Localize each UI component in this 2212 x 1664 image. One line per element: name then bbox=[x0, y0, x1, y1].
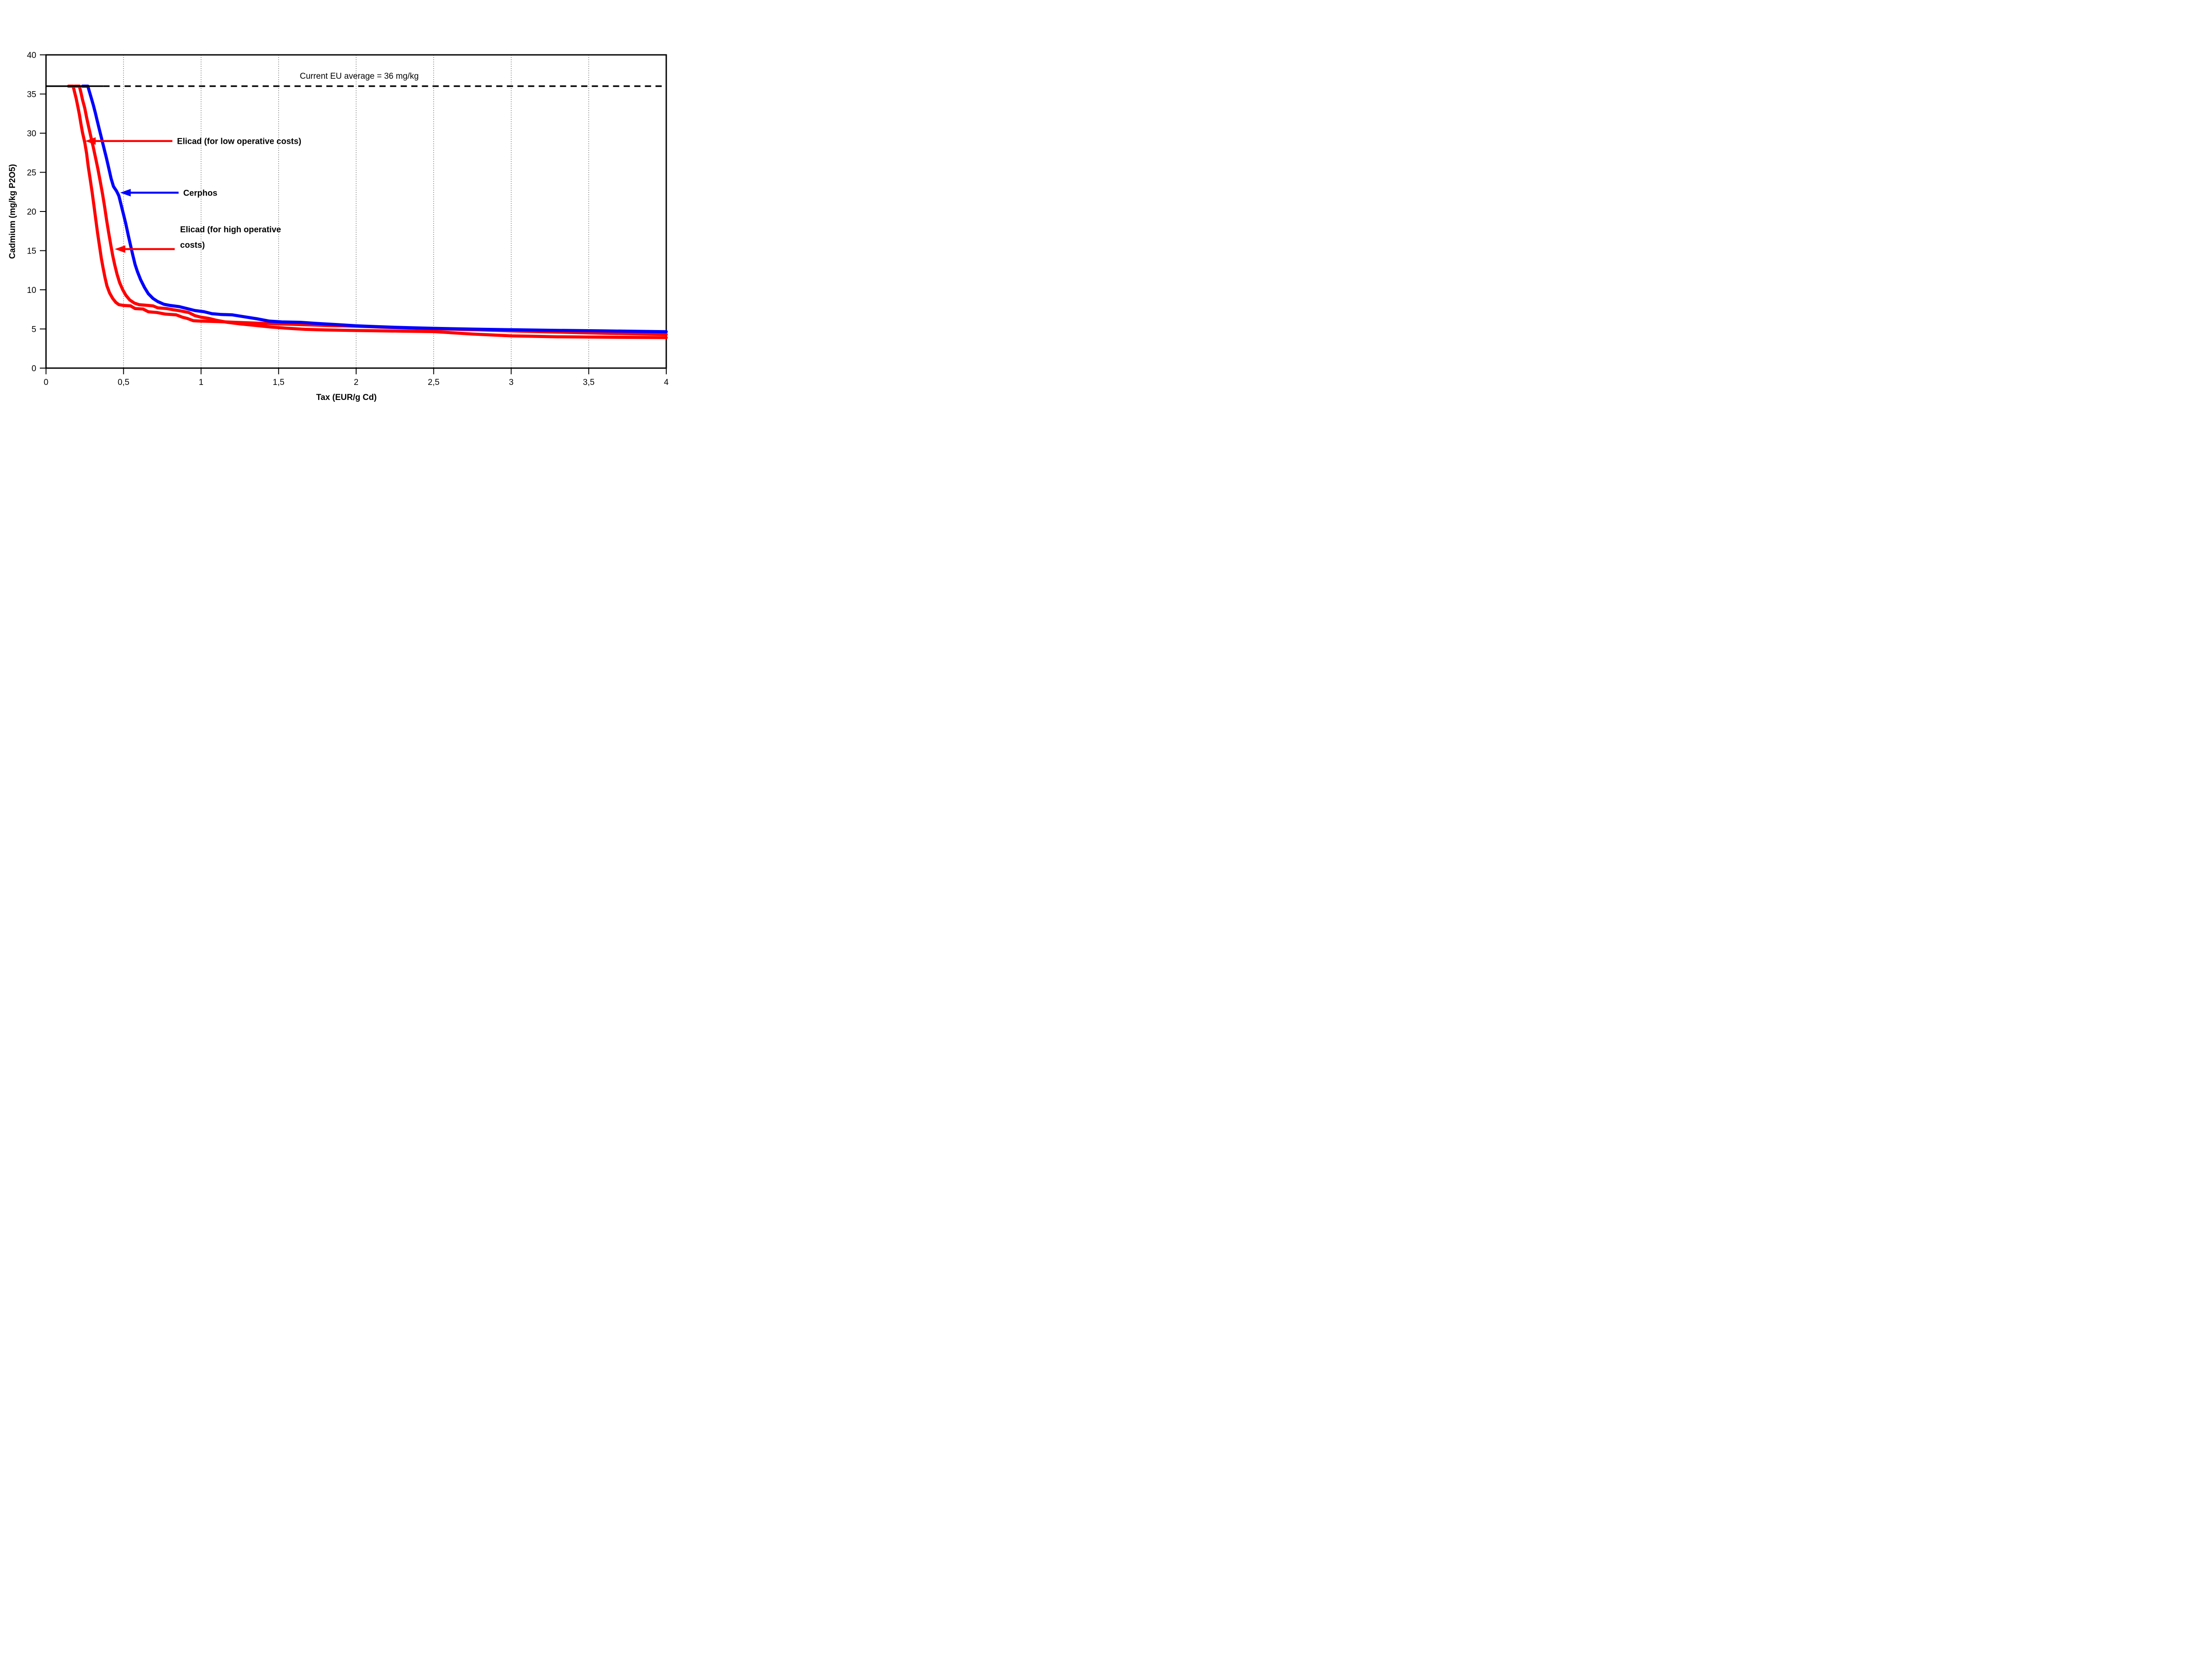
y-tick-label-8: 40 bbox=[27, 51, 36, 60]
annotation-arrow-head-elicad-low bbox=[85, 137, 96, 145]
annotation-elicad-low: Elicad (for low operative costs) bbox=[85, 137, 301, 146]
chart-background bbox=[0, 0, 676, 416]
series-line-0-elicad bbox=[73, 85, 668, 339]
y-tick-label-1: 5 bbox=[31, 325, 36, 334]
x-tick-label-8: 4 bbox=[664, 378, 669, 387]
y-tick-label-0: 0 bbox=[31, 364, 36, 373]
annotation-text-cerphos-line1: Cerphos bbox=[183, 189, 217, 198]
figure-10-chart: Figure 10: Comparison Elicad/Cerphos. Ef… bbox=[0, 0, 676, 416]
annotation-text-elicad-high-line2: costs) bbox=[180, 241, 205, 250]
x-tick-label-3: 1,5 bbox=[273, 378, 284, 387]
y-tick-label-3: 15 bbox=[27, 247, 36, 256]
series-line-2-cerphos bbox=[81, 85, 668, 334]
x-tick-label-2: 1 bbox=[199, 378, 204, 387]
annotation-text-elicad-high-line1: Elicad (for high operative bbox=[180, 225, 281, 234]
annotation-cerphos: Cerphos bbox=[120, 189, 217, 198]
x-tick-label-7: 3,5 bbox=[583, 378, 595, 387]
annotation-text-elicad-low-line1: Elicad (for low operative costs) bbox=[177, 137, 301, 146]
x-tick-label-4: 2 bbox=[354, 378, 359, 387]
y-tick-label-2: 10 bbox=[27, 286, 36, 295]
y-tick-label-5: 25 bbox=[27, 169, 36, 178]
annotation-arrow-head-cerphos bbox=[120, 189, 131, 197]
eu-average-label: Current EU average = 36 mg/kg bbox=[300, 72, 419, 81]
x-axis-title: Tax (EUR/g Cd) bbox=[316, 393, 377, 402]
y-tick-label-7: 35 bbox=[27, 90, 36, 100]
annotation-elicad-high: Elicad (for high operative costs) bbox=[115, 225, 281, 253]
x-tick-label-6: 3 bbox=[509, 378, 514, 387]
annotation-arrow-head-elicad-high bbox=[115, 245, 126, 253]
x-tick-label-0: 0 bbox=[44, 378, 49, 387]
y-axis-title: Cadmium (mg/kg P2O5) bbox=[8, 164, 17, 259]
x-tick-label-5: 2,5 bbox=[428, 378, 439, 387]
y-tick-label-6: 30 bbox=[27, 129, 36, 138]
y-tick-label-4: 20 bbox=[27, 208, 36, 217]
x-tick-label-1: 0,5 bbox=[118, 378, 129, 387]
